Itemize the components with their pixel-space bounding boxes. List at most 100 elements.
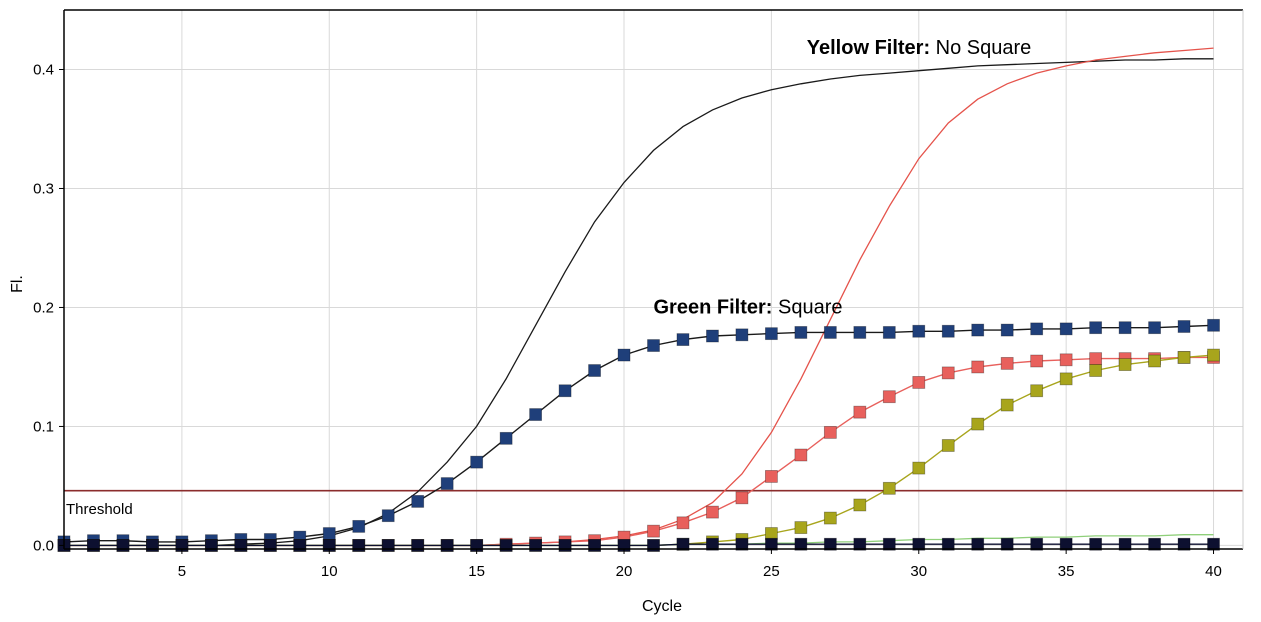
data-point xyxy=(765,527,778,540)
data-point xyxy=(735,537,749,551)
data-point xyxy=(1000,323,1014,337)
data-point xyxy=(882,326,896,339)
data-point xyxy=(1000,356,1014,370)
data-point xyxy=(1177,351,1191,364)
data-point xyxy=(1000,398,1014,412)
series-line xyxy=(63,324,1214,543)
data-point xyxy=(912,461,926,475)
data-point xyxy=(1207,348,1220,362)
data-point xyxy=(706,505,719,519)
data-point xyxy=(735,491,749,505)
data-point xyxy=(794,326,808,339)
data-point xyxy=(706,537,719,551)
data-point xyxy=(912,324,926,338)
data-point xyxy=(1118,321,1132,335)
data-point xyxy=(794,521,808,534)
data-point xyxy=(558,384,572,398)
series-0 xyxy=(64,58,1214,547)
data-point xyxy=(1030,322,1044,336)
x-tick-label: 30 xyxy=(910,563,927,580)
data-point xyxy=(1177,320,1191,333)
data-point xyxy=(882,537,896,551)
data-point xyxy=(1059,372,1073,386)
y-axis-label: Fl. xyxy=(9,275,26,293)
data-point xyxy=(440,477,454,490)
data-point xyxy=(941,537,955,551)
data-point xyxy=(853,498,867,512)
data-point xyxy=(676,516,690,530)
data-point xyxy=(617,348,631,362)
data-point xyxy=(706,329,719,343)
data-point xyxy=(411,495,425,508)
data-point xyxy=(499,431,513,445)
annotation-yellow-filter-bold: Yellow Filter: xyxy=(807,37,930,59)
series-line xyxy=(64,58,1214,547)
data-point xyxy=(794,448,808,462)
threshold-label: Threshold xyxy=(66,501,133,518)
data-point xyxy=(853,326,867,339)
data-point xyxy=(971,537,985,551)
data-point xyxy=(882,481,896,495)
data-point xyxy=(588,364,601,377)
data-point xyxy=(352,519,366,533)
data-point xyxy=(1118,537,1132,551)
x-tick-label: 25 xyxy=(763,563,780,580)
data-point xyxy=(941,366,955,380)
data-point xyxy=(1089,364,1103,377)
data-point xyxy=(1089,537,1103,551)
x-tick-label: 40 xyxy=(1205,563,1222,580)
data-point xyxy=(322,527,336,540)
y-tick-label: 0.2 xyxy=(33,299,54,316)
data-point xyxy=(971,323,985,337)
x-tick-label: 5 xyxy=(178,563,186,580)
data-point xyxy=(1000,537,1014,551)
data-point xyxy=(381,509,395,523)
y-tick-labels: 0.0 0.1 0.2 0.3 0.4 xyxy=(33,61,64,554)
data-point xyxy=(941,324,955,338)
annotation-green-filter: Green Filter: Square xyxy=(654,296,843,318)
data-point xyxy=(971,417,985,431)
data-point xyxy=(1030,537,1044,551)
data-point xyxy=(735,328,749,342)
annotation-green-filter-bold: Green Filter: xyxy=(654,296,773,318)
data-point xyxy=(853,537,867,551)
y-tick-label: 0.0 xyxy=(33,537,54,554)
data-point xyxy=(823,511,837,525)
data-point xyxy=(1089,352,1103,366)
data-point xyxy=(823,425,837,439)
data-point xyxy=(647,524,660,538)
x-axis-label: Cycle xyxy=(642,598,682,615)
data-point xyxy=(971,360,985,374)
data-point xyxy=(794,537,808,551)
x-tick-label: 15 xyxy=(468,563,485,580)
data-point xyxy=(647,339,660,352)
data-point xyxy=(1207,318,1220,332)
data-point xyxy=(765,327,778,341)
y-tick-label: 0.4 xyxy=(33,61,54,78)
data-point xyxy=(853,405,867,419)
data-point xyxy=(941,439,955,452)
x-tick-label: 35 xyxy=(1058,563,1075,580)
data-point xyxy=(1148,537,1161,551)
data-point xyxy=(470,455,484,469)
data-point xyxy=(1148,354,1161,368)
data-point xyxy=(1030,384,1044,398)
y-tick-label: 0.1 xyxy=(33,418,54,435)
data-point xyxy=(1059,353,1073,367)
annotation-yellow-filter-normal: No Square xyxy=(930,37,1031,59)
data-point xyxy=(912,376,926,389)
y-tick-label: 0.3 xyxy=(33,180,54,197)
data-point xyxy=(823,537,837,551)
data-point xyxy=(529,408,542,421)
data-point xyxy=(882,390,896,404)
data-point xyxy=(1030,354,1044,368)
annotation-green-filter-normal: Square xyxy=(772,296,842,318)
data-point xyxy=(823,326,837,339)
data-point xyxy=(1177,537,1191,551)
series-line xyxy=(64,543,1214,547)
plot-frame xyxy=(63,9,1244,550)
data-point xyxy=(1059,322,1073,336)
data-point xyxy=(1118,358,1132,371)
